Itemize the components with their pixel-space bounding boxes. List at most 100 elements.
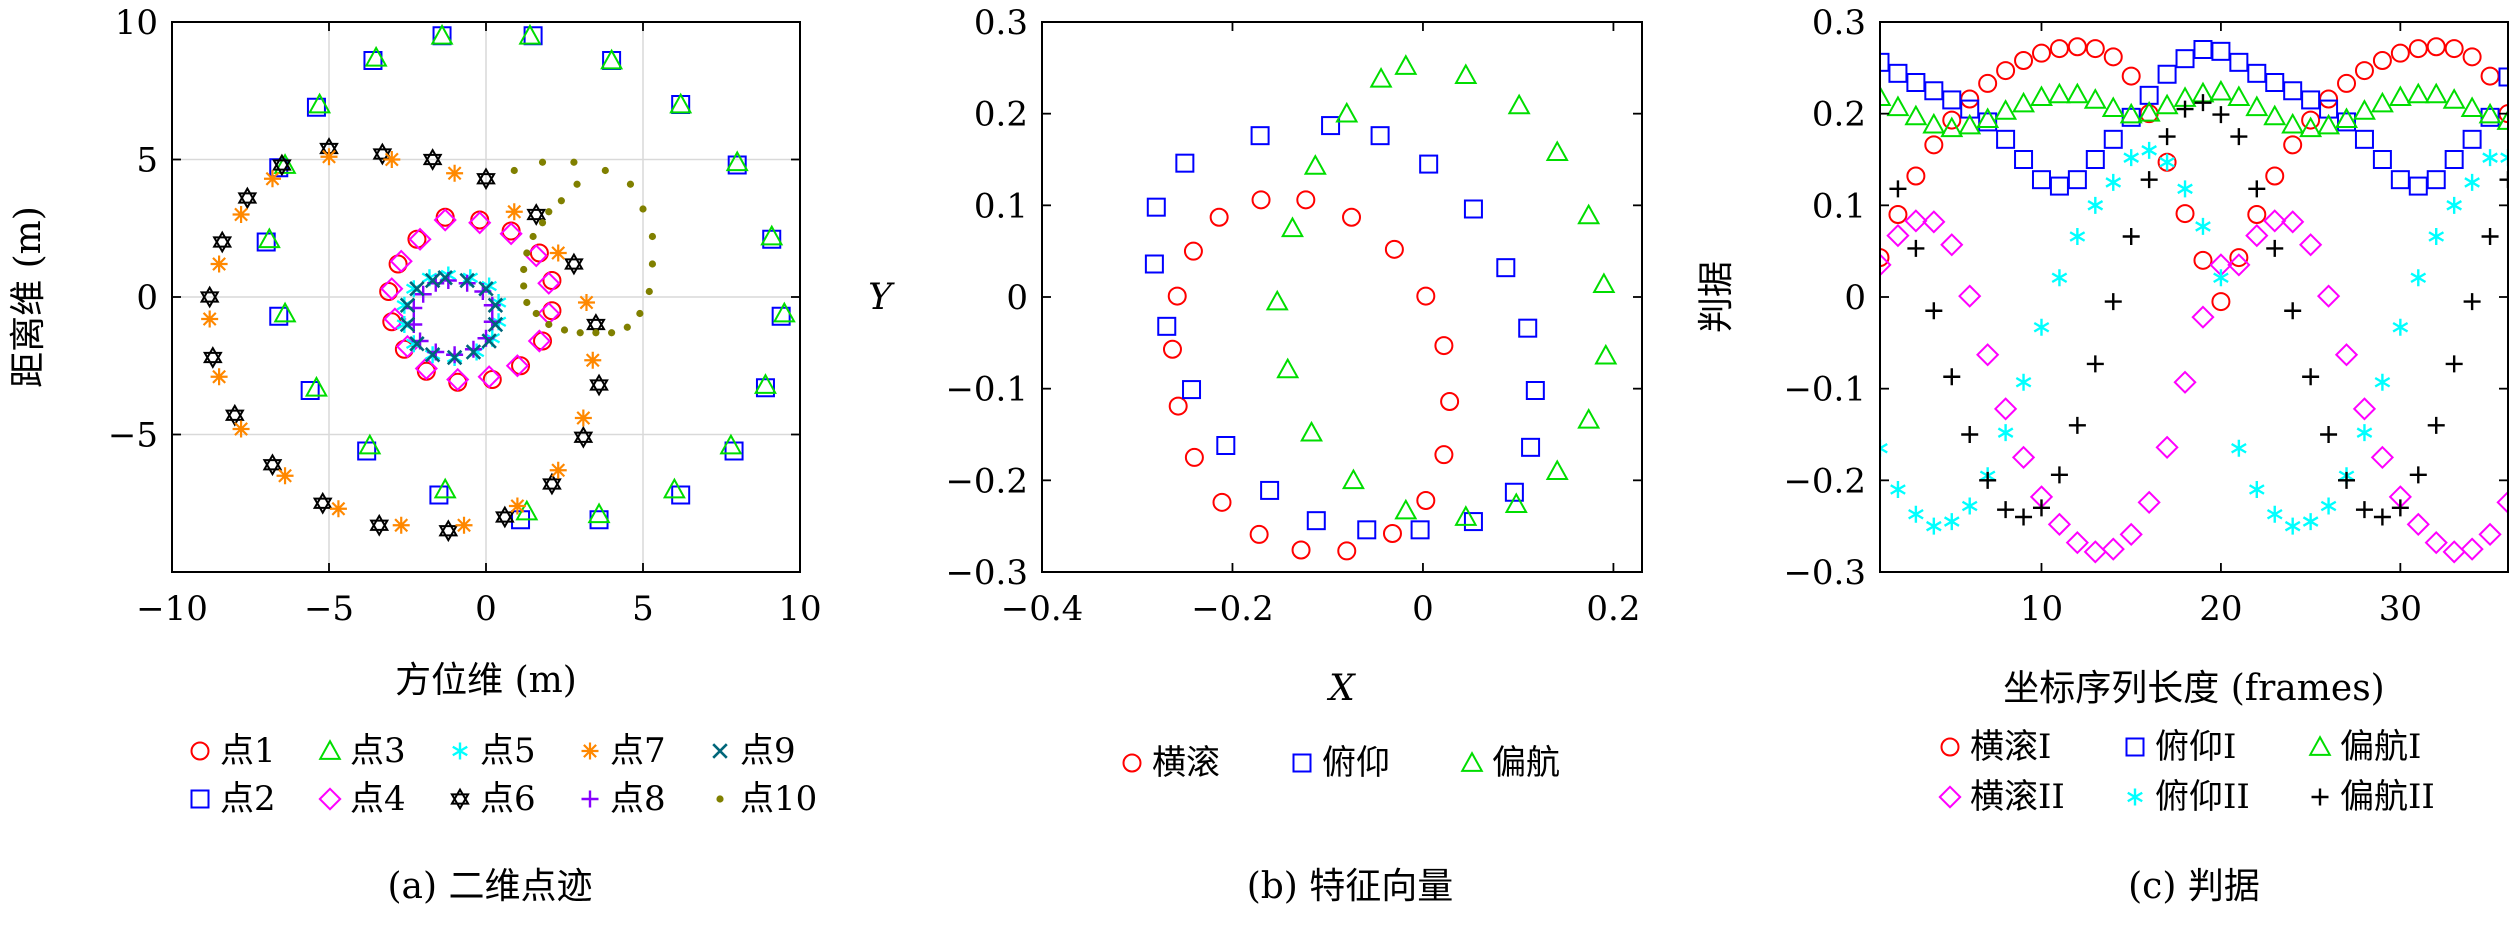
data-point — [1943, 368, 1961, 386]
data-point — [592, 329, 600, 337]
data-point — [1993, 397, 2018, 421]
data-point — [1904, 209, 1928, 233]
data-point — [520, 265, 528, 274]
data-point — [2478, 522, 2502, 547]
legend-label: 偏航II — [2340, 777, 2435, 817]
data-point — [2464, 173, 2480, 191]
legend-label: 点10 — [740, 779, 817, 819]
series-10 — [510, 158, 657, 337]
data-point — [2177, 180, 2193, 198]
data-point — [1922, 210, 1946, 234]
legend-marker — [190, 741, 210, 761]
data-point — [2229, 52, 2249, 72]
data-point — [2356, 424, 2373, 442]
data-point — [2462, 129, 2482, 149]
data-point — [2195, 217, 2211, 235]
data-point — [1416, 286, 1436, 306]
data-point — [1943, 513, 1960, 531]
legend-label: 点2 — [220, 779, 276, 819]
data-point — [2335, 107, 2358, 128]
data-point — [2191, 305, 2215, 329]
data-point — [1342, 207, 1362, 227]
data-point — [1394, 498, 1418, 520]
data-point — [2283, 135, 2303, 155]
data-point — [2247, 63, 2267, 83]
data-point — [1924, 81, 1944, 101]
data-point — [2424, 82, 2448, 104]
series-2 — [1880, 40, 2508, 196]
data-point — [623, 323, 631, 331]
data-point — [1370, 126, 1390, 146]
data-point — [1394, 54, 1418, 75]
series-3 — [1880, 79, 2508, 138]
data-point — [2316, 284, 2341, 308]
x-tick-label: 0 — [475, 589, 497, 629]
data-point — [433, 208, 457, 232]
data-point — [1592, 272, 1616, 293]
data-point — [1979, 471, 1997, 489]
data-point — [762, 229, 782, 249]
data-point — [1162, 339, 1182, 359]
data-point — [199, 285, 220, 309]
data-point — [2320, 497, 2337, 515]
data-point — [1880, 253, 1892, 277]
data-point — [2067, 170, 2087, 190]
data-point — [2372, 51, 2392, 70]
data-point — [2049, 176, 2069, 196]
data-point — [2137, 490, 2161, 514]
data-point — [2442, 88, 2466, 109]
data-point — [1976, 343, 2000, 367]
y-tick-label: −0.1 — [945, 370, 1028, 410]
plot-area — [1144, 54, 1618, 561]
plot-area — [1880, 37, 2508, 564]
data-point — [2087, 196, 2104, 214]
data-point — [2410, 269, 2427, 287]
data-point — [549, 244, 567, 262]
legend-marker — [318, 787, 342, 811]
data-point — [2122, 228, 2140, 245]
data-point — [2284, 517, 2301, 535]
y-tick-label: 5 — [136, 141, 158, 181]
data-point — [2193, 40, 2213, 59]
data-point — [329, 500, 347, 518]
legend-item: 俯仰I — [2125, 727, 2236, 767]
data-point — [407, 229, 427, 249]
data-point — [1306, 511, 1326, 531]
data-point — [2406, 512, 2430, 536]
data-point — [2245, 95, 2269, 117]
data-point — [2301, 110, 2321, 130]
data-point — [202, 346, 223, 369]
data-point — [2338, 471, 2356, 489]
data-point — [476, 167, 496, 191]
data-point — [1976, 107, 2000, 128]
data-point — [465, 344, 482, 360]
x-tick-label: 10 — [778, 589, 821, 629]
legend-marker — [1938, 785, 1962, 809]
data-point — [2499, 171, 2508, 189]
data-point — [2444, 39, 2464, 59]
data-point — [1960, 89, 1980, 109]
data-point — [2227, 253, 2251, 277]
data-point — [564, 252, 584, 276]
data-point — [2263, 104, 2287, 126]
data-point — [1507, 93, 1531, 115]
series-2 — [1144, 116, 1545, 540]
data-point — [2426, 170, 2446, 190]
data-point — [408, 227, 432, 251]
data-point — [1958, 113, 1982, 135]
data-point — [273, 153, 297, 174]
data-point — [2050, 466, 2068, 484]
data-point — [545, 208, 553, 216]
data-point — [1504, 492, 1528, 513]
legend: 横滚 俯仰 偏航 — [1122, 743, 1560, 783]
data-point — [2173, 370, 2197, 394]
axes-frame — [1041, 21, 1643, 573]
legend-marker — [452, 742, 468, 760]
data-point — [523, 249, 531, 257]
data-point — [2157, 64, 2177, 84]
data-point — [2370, 91, 2394, 113]
data-point — [2067, 37, 2087, 57]
data-point — [1577, 203, 1601, 225]
data-point — [1504, 482, 1524, 502]
data-point — [537, 271, 561, 295]
